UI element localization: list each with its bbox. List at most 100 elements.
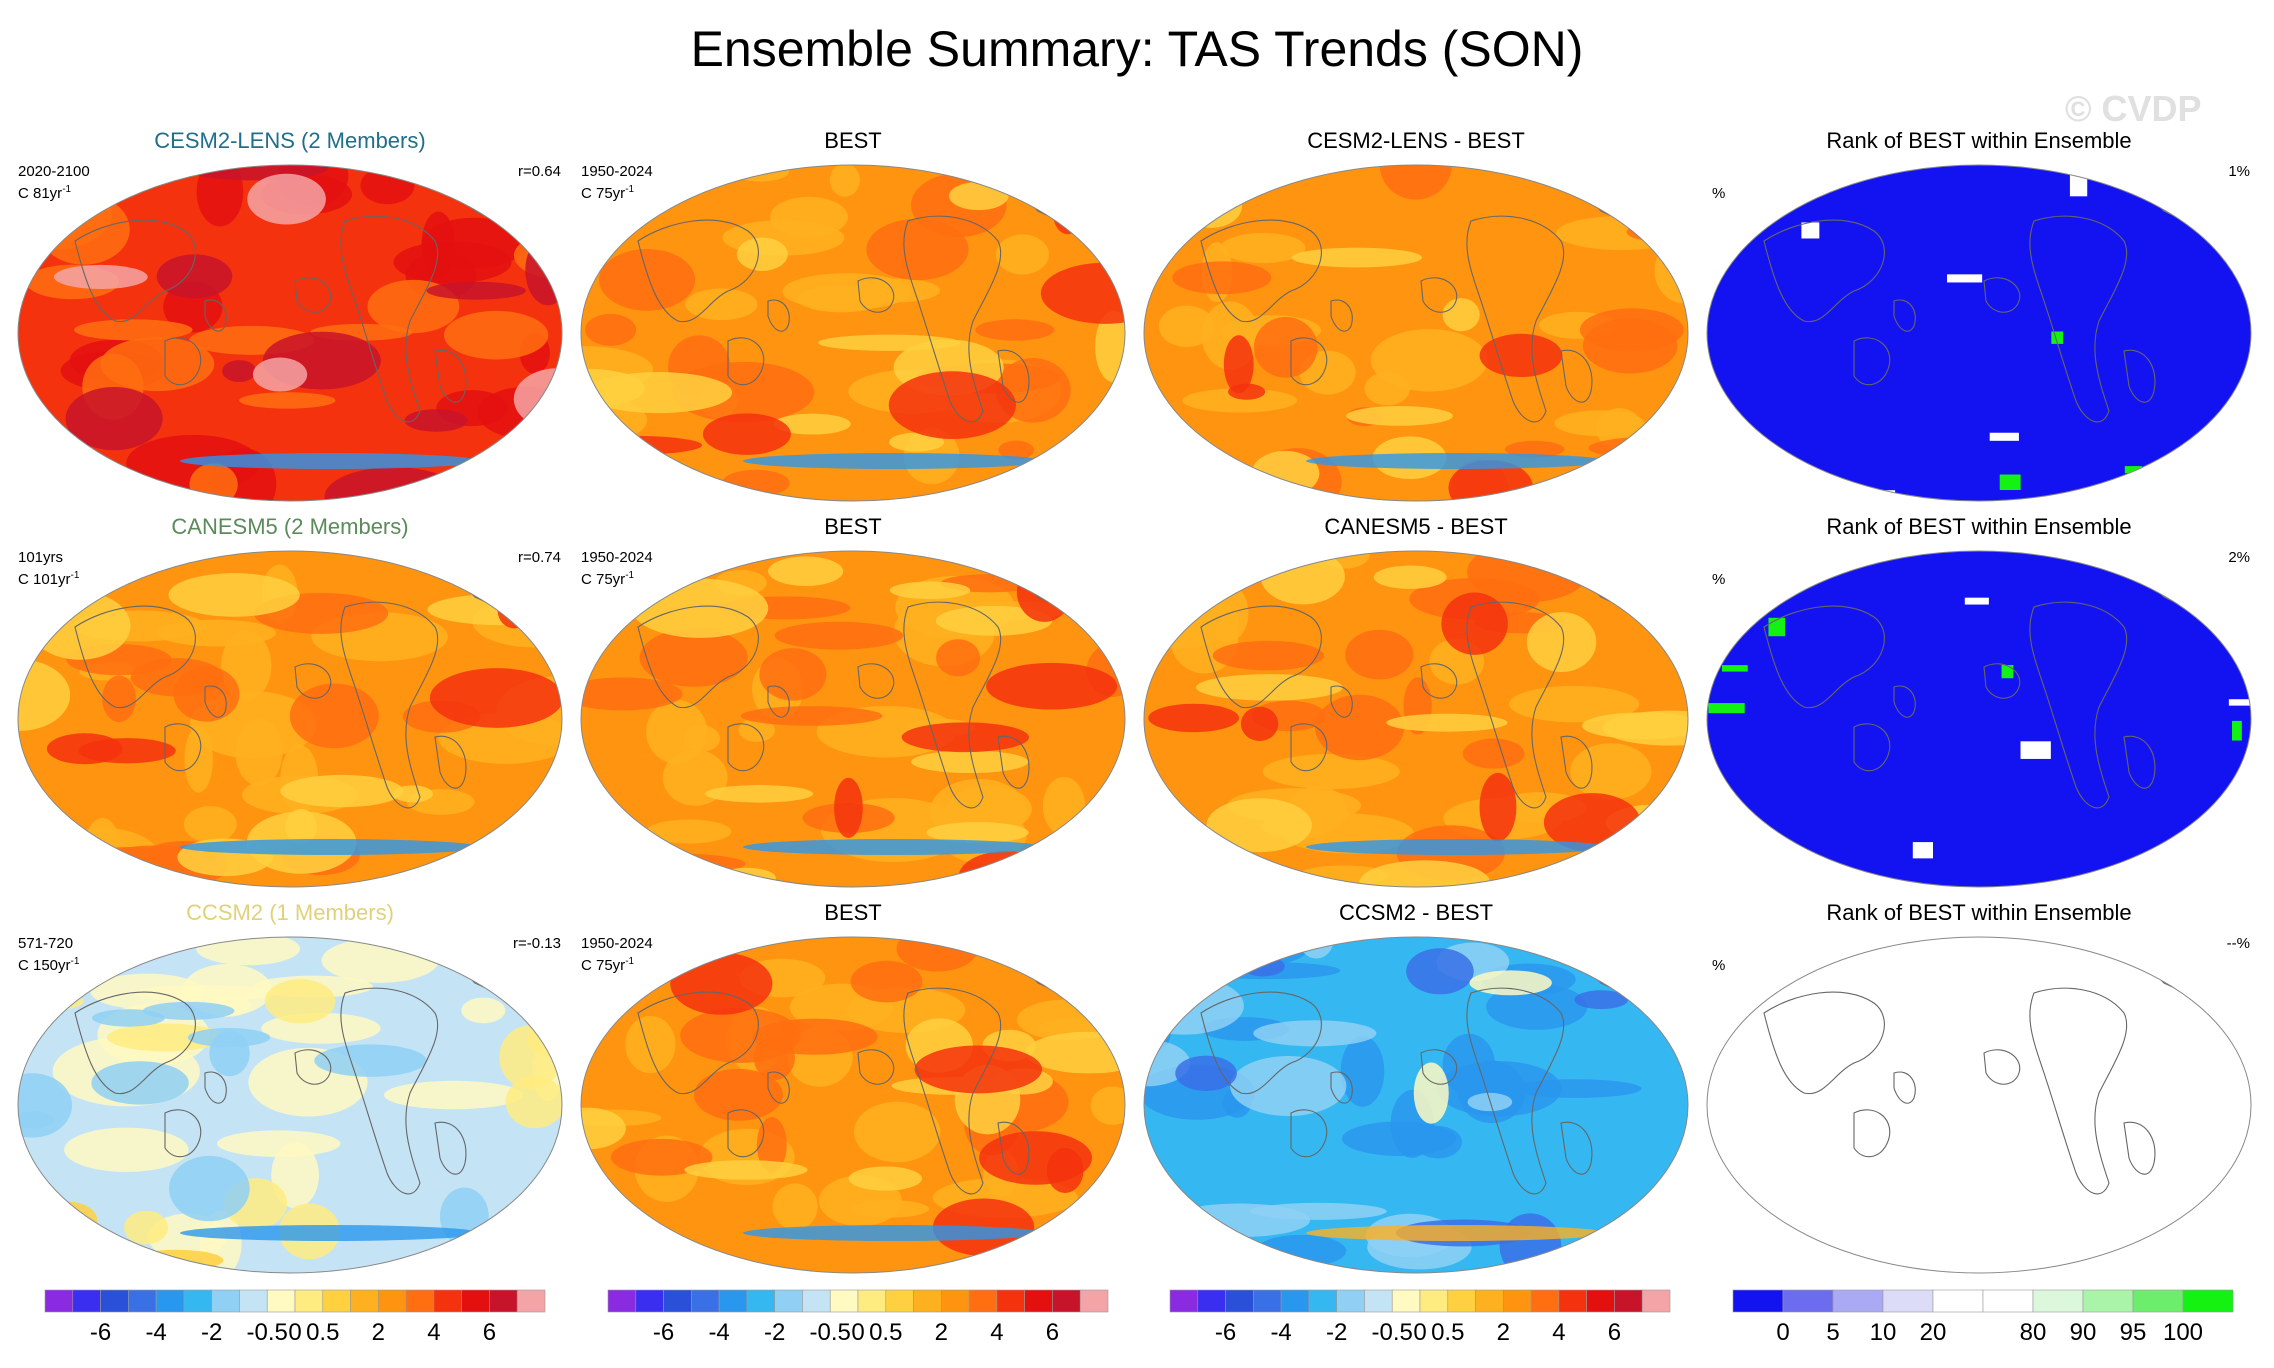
field-contour-patch [1554,410,1645,437]
obs-panel-title: BEST [824,900,882,925]
continent-outline [1200,219,1322,323]
field-contour-patch [1616,165,1688,192]
rank-patch [2232,720,2242,741]
continent-outline [767,685,790,718]
field-contour-patch [581,846,701,887]
field-contour-patch [1441,592,1508,655]
continent-outline [1290,1109,1328,1158]
field-contour-patch [383,1080,524,1110]
continent-outline [74,991,196,1095]
continent-outline [1853,337,1891,386]
rank-percent-value: 2% [2228,549,2250,566]
field-contour-patch [1053,194,1083,235]
colorbar-tick-label: 6 [483,1319,496,1346]
continent-outline [1853,1109,1891,1158]
colorbar-swatch [2182,1289,2234,1313]
field-contour-patch [705,785,814,803]
period-text: 1950-2024 [581,549,653,566]
field-contour-patch [64,1127,189,1172]
continent-outline [1853,723,1891,772]
field-contour-patch [321,938,439,983]
field-contour-patch [1627,165,1679,218]
diff-panel-title: CANESM5 - BEST [1324,514,1508,539]
obs-map [580,936,1126,1274]
field-contour-patch [142,1001,235,1020]
colorbar-swatch [1024,1289,1053,1313]
model-map [17,164,563,502]
field-contour-patch [1462,738,1525,769]
field-contour-patch [196,165,244,227]
field-contour-patch [853,1101,941,1163]
field-contour-patch [685,288,758,321]
continent-outline [1466,215,1565,423]
colorbar-tick-label: 10 [1870,1319,1897,1346]
colorbar-swatch [1782,1289,1834,1313]
pattern-correlation: r=0.64 [518,163,561,180]
continent-outline [1330,299,1353,332]
colorbar-swatch [1280,1289,1310,1313]
field-contour-patch [1594,835,1649,887]
field-contour-patch [829,165,860,197]
figure-title: Ensemble Summary: TAS Trends (SON) [690,21,1584,77]
field-contour-patch [1253,1020,1377,1047]
field-contour-patch [1406,948,1474,995]
map-border [17,164,563,502]
colorbar-tick-label: -2 [764,1319,785,1346]
field-contour-patch [1469,970,1552,996]
period-label: 1950-2024 C 75yr-1 [581,163,653,203]
colorbar-swatch [1832,1289,1884,1313]
diff-map [1143,550,1689,888]
continent-outline [434,349,467,403]
period-text: 571-720 [18,935,74,952]
panel-diff-row3: CCSM2 - BEST [1141,900,1691,1302]
field-contour-patch [684,1160,808,1180]
map-border [580,550,1126,888]
field-contour-patch [1230,1055,1347,1117]
continent-outline [1330,1071,1353,1104]
colorbar-swatch [350,1289,379,1313]
field-contour-patch [1479,772,1517,842]
panel-rank-row2: Rank of BEST within Ensemble 2%% [1704,514,2254,916]
continent-outline [1466,987,1565,1195]
map-border [580,164,1126,502]
field-contour-patch [1144,165,1200,221]
field-contour-patch [1413,1062,1449,1124]
continent-outline [903,601,1002,809]
colorbar-swatch [211,1289,240,1313]
colorbar-swatch [183,1289,212,1313]
colorbar-tick-label: 2 [1497,1319,1510,1346]
southern-ocean-band [1306,839,1606,855]
colorbar-swatch [461,1289,490,1313]
rank-patch [1989,432,2019,441]
trend-units: C 101yr-1 [18,567,79,589]
field-contour-patch [1345,629,1414,680]
field-contour-patch [740,706,883,726]
continent-outline [997,735,1030,789]
field-contour-patch [1220,232,1306,264]
colorbar-tick-label: 0 [1413,1319,1426,1346]
trend-units: C 150yr-1 [18,953,79,975]
colorbar-tick-label: 6 [1046,1319,1059,1346]
continent-outline [340,601,439,809]
field-contour-patch [497,593,532,629]
colorbar-swatch [941,1289,970,1313]
colorbar-swatch [996,1289,1025,1313]
field-contour-patch [585,313,637,346]
field-contour-patch [393,241,512,284]
field-contour-patch [958,850,1054,887]
rank-patch [2228,699,2251,706]
colorbar-swatch [607,1289,637,1313]
field-contour-patch [1180,183,1243,228]
diff-map [1143,936,1689,1274]
continent-outline [1420,663,1458,699]
rank-patch [1801,222,1820,239]
obs-panel-title: BEST [824,514,882,539]
rank-patch [1768,617,1786,637]
trend-units-exponent: -1 [625,956,635,967]
colorbar-swatch [1641,1289,1671,1313]
map-border [1706,936,2252,1274]
colorbar-swatch [885,1289,914,1313]
continent-outline [857,277,895,313]
period-label: 1950-2024 C 75yr-1 [581,935,653,975]
field-contour-patch [124,1210,168,1245]
